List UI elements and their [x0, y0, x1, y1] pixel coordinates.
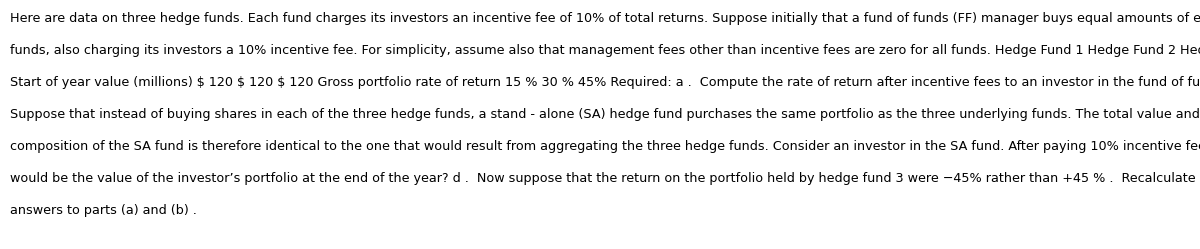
Text: composition of the SA fund is therefore identical to the one that would result f: composition of the SA fund is therefore …: [10, 140, 1200, 153]
Text: Here are data on three hedge funds. Each fund charges its investors an incentive: Here are data on three hedge funds. Each…: [10, 12, 1200, 25]
Text: funds, also charging its investors a 10% incentive fee. For simplicity, assume a: funds, also charging its investors a 10%…: [10, 44, 1200, 57]
Text: answers to parts (a) and (b) .: answers to parts (a) and (b) .: [10, 204, 197, 217]
Text: Suppose that instead of buying shares in each of the three hedge funds, a stand : Suppose that instead of buying shares in…: [10, 108, 1200, 121]
Text: would be the value of the investor’s portfolio at the end of the year? d .  Now : would be the value of the investor’s por…: [10, 172, 1200, 185]
Text: Start of year value (millions) $ 120 $ 120 $ 120 Gross portfolio rate of return : Start of year value (millions) $ 120 $ 1…: [10, 76, 1200, 89]
